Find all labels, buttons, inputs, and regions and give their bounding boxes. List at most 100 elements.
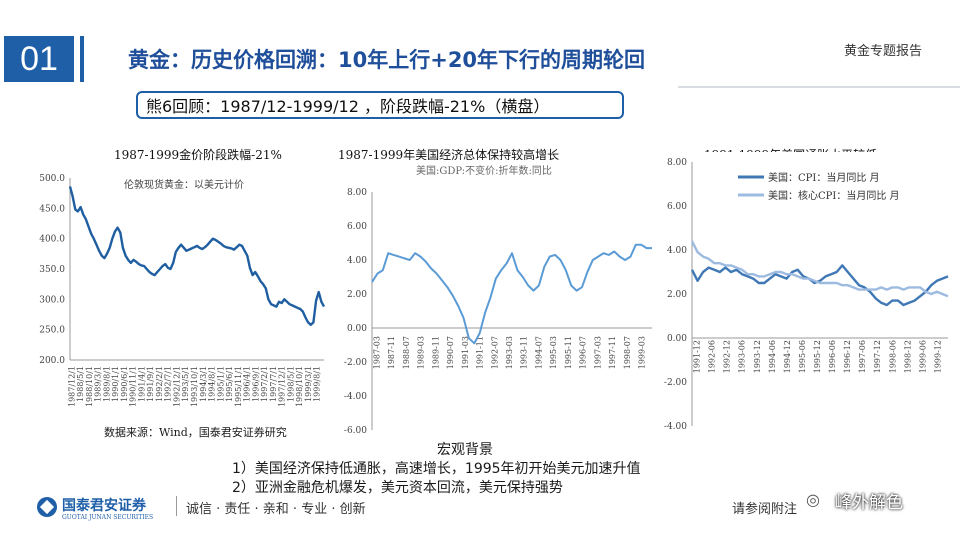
y-tick-label: 500.0 xyxy=(39,174,65,184)
macro-line-2: 2）亚洲金融危机爆发，美元资本回流，美元保持强势 xyxy=(232,480,563,496)
chart2-plot xyxy=(371,243,652,345)
x-tick-label: 1995/6/1 xyxy=(225,366,234,402)
x-tick-label: 1987-03 xyxy=(372,336,381,369)
chart3-x-axis: 1991-12 1992-06 1992-12 1993-06 1993-12 1994-… xyxy=(692,337,948,373)
subtitle-box: 熊6回顾：1987/12-1999/12 ，阶段跌幅-21%（横盘） xyxy=(136,91,624,119)
x-tick-label: 1987-11 xyxy=(387,336,396,369)
legend-core-label: 美国：核心CPI：当月同比 月 xyxy=(768,189,900,202)
x-tick-label: 1994/8/1 xyxy=(208,366,217,402)
x-tick-label: 1992/12/1 xyxy=(172,366,181,407)
x-tick-label: 1996/4/1 xyxy=(243,366,252,402)
chart2-title: 1987-1999年美国经济总体保持较高增长 xyxy=(338,148,560,162)
y-tick-label: 8.00 xyxy=(667,158,687,168)
x-tick-label: 1992/7/1 xyxy=(164,366,173,402)
data-source: 数据来源：Wind，国泰君安证券研究 xyxy=(104,426,287,439)
x-tick-label: 1988/5/1 xyxy=(76,366,85,402)
series-line-2 xyxy=(690,240,949,298)
x-tick-label: 1993-12 xyxy=(753,340,762,373)
x-tick-label: 1995/1/1 xyxy=(216,366,225,402)
x-tick-label: 1993/5/1 xyxy=(181,366,190,402)
y-tick-label: 200.0 xyxy=(39,356,65,366)
watermark: 峰外解色 xyxy=(835,493,903,513)
x-tick-label: 1990/1/1 xyxy=(111,366,120,402)
y-tick-label: 350.0 xyxy=(39,265,65,275)
x-tick-label: 1991/4/1 xyxy=(137,366,146,402)
y-tick-label: 4.00 xyxy=(667,246,687,256)
y-tick-label: -4.00 xyxy=(664,422,687,432)
y-tick-label: 6.00 xyxy=(347,222,367,232)
chart3-y-axis: -4.00 -2.00 0.00 2.00 4.00 6.00 8.00 xyxy=(664,158,693,432)
report-tag: 黄金专题报告 xyxy=(843,44,922,59)
y-tick-label: 400.0 xyxy=(39,235,65,245)
x-tick-label: 1999-03 xyxy=(638,336,647,369)
series-line-1 xyxy=(68,186,326,327)
x-tick-label: 1997/2/1 xyxy=(260,366,269,402)
chart2-gdp: 美国:GDP:不变价:折年数:同比 -6.00 -4.00 -2.00 0.00 2.0… xyxy=(336,160,654,436)
x-tick-label: 1994-12 xyxy=(783,340,792,373)
x-tick-label: 1999-12 xyxy=(933,340,942,373)
chart1-title: 1987-1999金价阶段跌幅-21% xyxy=(114,148,282,162)
x-tick-label: 1997-11 xyxy=(608,336,617,369)
wechat-icon: ◎ xyxy=(806,490,820,509)
logo-cn: 国泰君安证券 xyxy=(62,497,147,514)
chart3-background xyxy=(656,152,954,434)
x-tick-label: 1998/5/1 xyxy=(286,366,295,402)
footer-slogan: 诚信 · 责任 · 亲和 · 专业 · 创新 xyxy=(186,502,366,517)
y-tick-label: 6.00 xyxy=(667,202,687,212)
y-tick-label: 0.00 xyxy=(667,334,687,344)
y-tick-label: 2.00 xyxy=(347,290,367,300)
y-tick-label: 2.00 xyxy=(667,290,687,300)
title-divider xyxy=(80,36,84,82)
y-tick-label: -6.00 xyxy=(344,426,367,436)
y-tick-label: 0.00 xyxy=(347,324,367,334)
y-tick-label: -2.00 xyxy=(344,358,367,368)
x-tick-label: 1992-07 xyxy=(490,336,499,369)
chart1-x-axis: 1987/12/1 1988/5/1 1988/10/1 1989/3/1 1989/8… xyxy=(67,359,324,407)
chart2-background xyxy=(336,160,654,436)
chart1-plot xyxy=(68,186,326,327)
footer-separator xyxy=(176,496,177,516)
logo-en: GUOTAI JUNAN SECURITIES xyxy=(62,514,153,521)
macro-line-1: 1）美国经济保持低通胀，高速增长，1995年初开始美元加速升值 xyxy=(232,461,641,477)
x-tick-label: 1996/9/1 xyxy=(251,366,260,402)
x-tick-label: 1988/10/1 xyxy=(85,366,94,407)
x-tick-label: 1994/3/1 xyxy=(199,366,208,402)
chart1-gold-price: 伦敦现货黄金：以美元计价 200.0 250.0 300.0 350.0 400.0 45… xyxy=(36,164,330,422)
x-tick-label: 1998-06 xyxy=(888,340,897,373)
x-tick-label: 1996-12 xyxy=(843,340,852,373)
x-tick-label: 1998-12 xyxy=(903,340,912,373)
x-tick-label: 1997-12 xyxy=(873,340,882,373)
series-line-1 xyxy=(690,264,949,307)
x-tick-label: 1995-11 xyxy=(564,336,573,369)
x-tick-label: 1989/3/1 xyxy=(94,366,103,402)
x-tick-label: 1993-03 xyxy=(505,336,514,369)
x-tick-label: 1998-07 xyxy=(623,336,632,369)
x-tick-label: 1992-06 xyxy=(708,340,717,373)
chart2-x-axis: 1987-03 1987-11 1988-07 1989-03 1989-11 1990-… xyxy=(372,327,652,369)
x-tick-label: 1995/11/1 xyxy=(234,366,243,407)
x-tick-label: 1990/11/1 xyxy=(129,366,138,407)
x-tick-label: 1991-03 xyxy=(461,336,470,369)
chart3-inflation: 美国：CPI：当月同比 月 美国：核心CPI：当月同比 月 -4.00 -2.00… xyxy=(656,152,954,434)
x-tick-label: 1994-06 xyxy=(768,340,777,373)
chart1-background xyxy=(36,164,330,422)
x-tick-label: 1989-11 xyxy=(431,336,440,369)
x-tick-label: 1997-03 xyxy=(593,336,602,369)
x-tick-label: 1993-06 xyxy=(738,340,747,373)
page-title: 黄金：历史价格回溯：10年上行+20年下行的周期轮回 xyxy=(128,48,646,72)
y-tick-label: 8.00 xyxy=(347,188,367,198)
y-tick-label: 250.0 xyxy=(39,326,65,336)
x-tick-label: 1990-07 xyxy=(446,336,455,369)
x-tick-label: 1993/10/1 xyxy=(190,366,199,407)
x-tick-label: 1993-11 xyxy=(520,336,529,369)
x-tick-label: 1989-03 xyxy=(417,336,426,369)
x-tick-label: 1998/10/1 xyxy=(295,366,304,407)
x-tick-label: 1996-07 xyxy=(579,336,588,369)
x-tick-label: 1992-12 xyxy=(723,340,732,373)
x-tick-label: 1997-06 xyxy=(858,340,867,373)
x-tick-label: 1995-06 xyxy=(798,340,807,373)
x-tick-label: 1997/12/1 xyxy=(278,366,287,407)
footer-disclaimer: 请参阅附注 xyxy=(732,502,798,517)
x-tick-label: 1997/7/1 xyxy=(269,366,278,402)
y-tick-label: -4.00 xyxy=(344,392,367,402)
